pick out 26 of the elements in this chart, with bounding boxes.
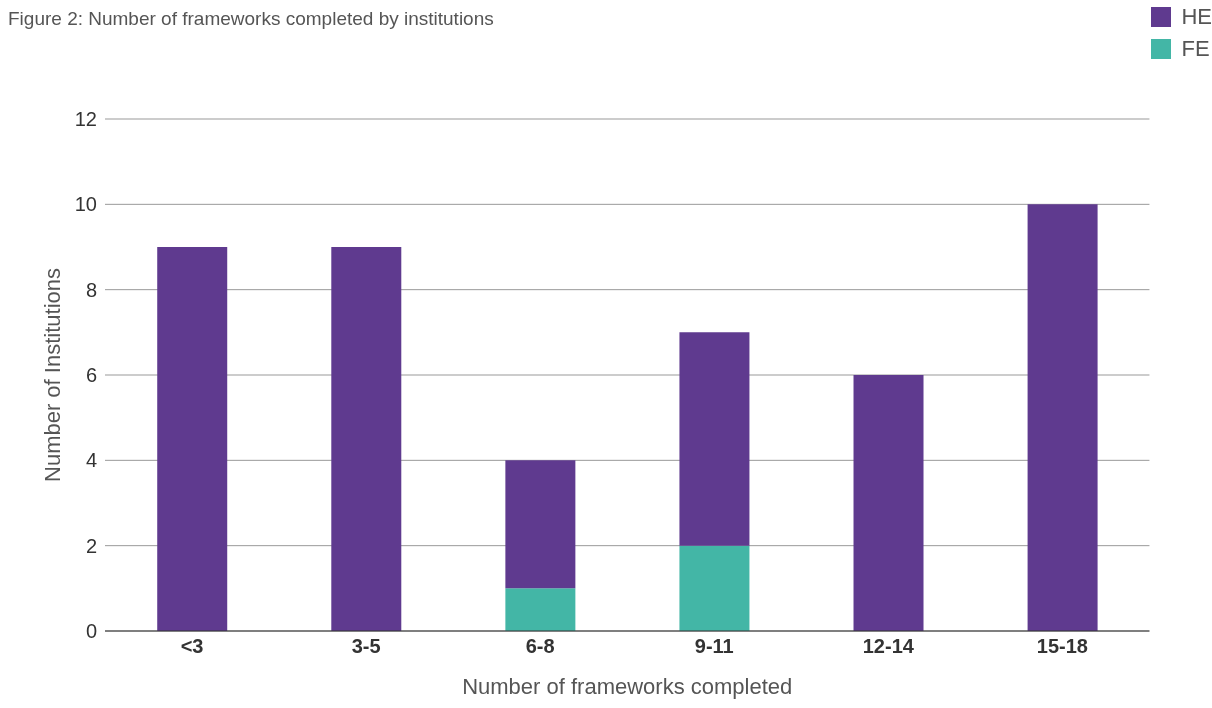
- y-tick-label: 0: [85, 620, 97, 643]
- y-tick-label: 8: [85, 278, 97, 301]
- x-tick-label: 12-14: [862, 635, 915, 658]
- x-tick-label: 15-18: [1036, 635, 1088, 658]
- chart-title: Figure 2: Number of frameworks completed by institutions: [8, 8, 494, 30]
- y-tick-label: 2: [85, 534, 97, 557]
- y-tick-label: 4: [85, 449, 97, 472]
- x-axis-title: Number of frameworks completed: [462, 674, 793, 699]
- bar: [853, 375, 924, 631]
- legend-label: FE: [1181, 36, 1210, 62]
- bar: [505, 588, 576, 631]
- bar: [505, 460, 576, 589]
- bar: [1027, 204, 1098, 631]
- bar: [157, 247, 228, 631]
- x-tick-label: 6-8: [525, 635, 555, 658]
- x-tick-label: 9-11: [694, 635, 734, 658]
- y-tick-label: 12: [74, 108, 97, 131]
- bar: [679, 545, 750, 631]
- bar: [679, 332, 750, 546]
- bar: [331, 247, 402, 631]
- y-tick-label: 10: [74, 193, 97, 216]
- y-axis-title: Number of Institutions: [39, 268, 65, 482]
- legend-label: HE: [1181, 4, 1212, 30]
- x-tick-label: 3-5: [351, 635, 381, 658]
- x-tick-label: <3: [180, 635, 204, 658]
- y-tick-label: 6: [85, 364, 97, 387]
